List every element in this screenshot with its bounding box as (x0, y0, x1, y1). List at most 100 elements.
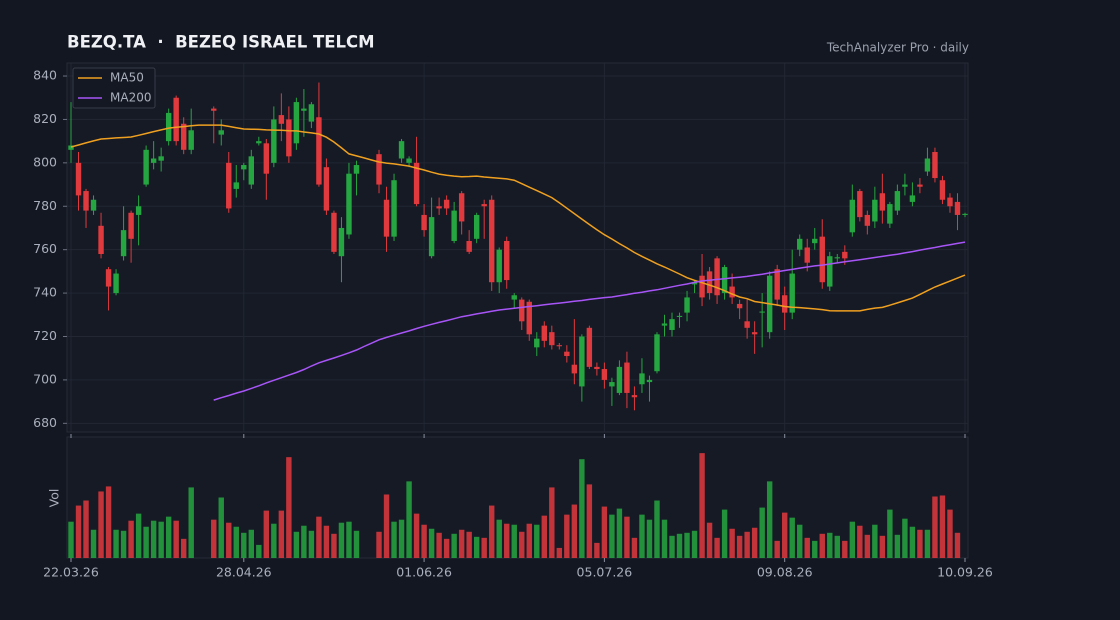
candle-body (917, 184, 923, 187)
candle-body (541, 325, 547, 341)
chart-subtitle: TechAnalyzer Pro · daily (826, 41, 969, 55)
price-panel (66, 62, 969, 433)
volume-bar (601, 506, 608, 558)
candle-body (684, 297, 690, 313)
candle-body (549, 332, 555, 346)
candle-body (496, 249, 502, 283)
candle-body (271, 119, 277, 163)
candle-body (864, 214, 871, 226)
candle-body (564, 351, 570, 357)
volume-bar (436, 532, 442, 558)
volume-bar (413, 513, 420, 558)
candle-body (706, 271, 713, 294)
volume-bar (804, 537, 810, 558)
candle-body (954, 201, 961, 215)
volume-bar (526, 523, 532, 558)
volume-bar (736, 535, 743, 558)
y-tick-label: 840 (33, 68, 57, 83)
volume-bar (654, 500, 660, 558)
candle-body (759, 311, 765, 313)
candle-body (872, 199, 878, 222)
candle-body (128, 212, 134, 239)
candle-body (286, 119, 292, 157)
candle-body (932, 151, 938, 179)
volume-bar (519, 531, 525, 558)
volume-bar (571, 504, 578, 558)
candle-body (579, 336, 585, 387)
volume-bar (173, 520, 179, 558)
volume-bar (676, 533, 683, 558)
volume-bar (789, 517, 795, 558)
candle-body (436, 206, 442, 209)
volume-bar (301, 525, 307, 558)
candle-body (150, 158, 157, 163)
candle-body (428, 217, 435, 257)
candle-body (316, 117, 322, 185)
volume-bar (211, 519, 217, 558)
volume-bar (496, 519, 502, 558)
x-tick-label: 22.03.26 (43, 565, 99, 580)
candle-body (571, 364, 578, 374)
candle-body (601, 369, 608, 380)
volume-bar (684, 532, 690, 558)
volume-bar (849, 521, 856, 558)
volume-bar (564, 514, 570, 558)
candle-body (616, 366, 623, 393)
candle-body (939, 180, 946, 200)
candle-body (534, 338, 540, 348)
x-tick-label: 10.09.26 (937, 565, 993, 580)
volume-bar (504, 523, 510, 558)
volume-bar (954, 532, 961, 558)
volume-bar (398, 519, 405, 558)
volume-bar (180, 538, 187, 558)
candle-body (812, 238, 818, 244)
candle-body (383, 199, 390, 237)
candle-body (113, 273, 119, 294)
volume-bar (714, 537, 720, 558)
volume-bar (609, 514, 615, 558)
candle-body (211, 108, 217, 111)
volume-bar (872, 524, 878, 558)
candle-body (90, 199, 97, 211)
candle-body (98, 225, 104, 255)
volume-bar (579, 459, 585, 558)
chart-title: BEZQ.TA · BEZEQ ISRAEL TELCM (67, 33, 375, 52)
candle-body (278, 115, 285, 124)
candle-body (774, 269, 780, 300)
volume-bar (489, 505, 495, 558)
volume-bar (241, 532, 247, 558)
candle-body (473, 214, 480, 239)
volume-bar (158, 521, 164, 558)
volume-bar (353, 530, 360, 558)
candle-body (857, 191, 863, 218)
x-tick-label: 28.04.26 (216, 565, 272, 580)
candle-body (714, 258, 720, 296)
volume-bar (316, 516, 322, 558)
legend-label: MA50 (110, 71, 144, 85)
volume-bar (781, 512, 788, 558)
candle-body (511, 295, 517, 300)
volume-bar (105, 486, 112, 558)
x-tick-label: 09.08.26 (757, 565, 813, 580)
ma-line (70, 124, 966, 312)
volume-bar (323, 525, 330, 558)
candle-body (241, 165, 247, 170)
volume-bar (271, 523, 277, 558)
volume-bar (947, 509, 953, 558)
volume-bar (834, 535, 840, 558)
volume-bar (766, 481, 773, 558)
candle-body (781, 295, 788, 313)
volume-bar (466, 531, 472, 558)
volume-bar (428, 528, 435, 558)
candle-body (406, 158, 412, 163)
candle-body (631, 395, 638, 398)
candle-body (376, 154, 382, 185)
volume-bar (646, 519, 653, 558)
candle-body (827, 256, 833, 287)
candle-body (594, 366, 600, 370)
candle-body (248, 156, 255, 185)
volume-bar (308, 530, 315, 558)
candle-body (842, 251, 848, 259)
volume-bar (278, 510, 285, 558)
volume-bar (909, 526, 916, 558)
